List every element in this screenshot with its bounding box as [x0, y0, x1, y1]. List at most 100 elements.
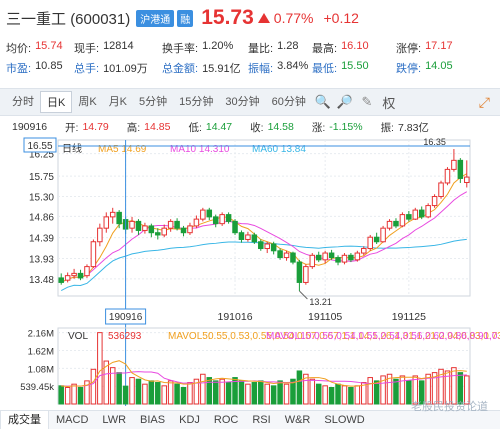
quote-row-2: 市盈: 10.85 总手: 101.09万 总金额: 15.91亿 振幅: 3.84% 最低: 1…: [0, 58, 500, 78]
quote-panel: 均价: 15.74 现手: 12814 换手率: 1.20% 量比: 1.28 最高: 16.10…: [0, 38, 500, 78]
quote-value: 1.20%: [202, 40, 234, 52]
candle-body: [444, 168, 451, 184]
volume-bar: [135, 378, 142, 405]
candle-body: [354, 252, 361, 261]
period-tab[interactable]: 月K: [108, 96, 128, 108]
indicator-tab[interactable]: ROC: [213, 413, 239, 426]
stock-name: 三一重工 (600031): [6, 10, 131, 28]
zoom-out-icon[interactable]: 🔎: [336, 94, 353, 109]
indicator-tab[interactable]: SLOWD: [324, 413, 365, 426]
candle-body: [155, 232, 161, 236]
quote-value: 14.05: [425, 60, 453, 72]
candle-body: [245, 234, 251, 240]
candle-body: [303, 266, 309, 283]
indicator-tab[interactable]: RSI: [252, 413, 271, 426]
volume-bar: [245, 383, 251, 405]
info-close: 14.58: [267, 121, 294, 133]
candle-body: [277, 250, 283, 259]
volume-bar: [277, 380, 283, 405]
quote-label: 市盈:: [6, 63, 32, 75]
candle-info: 190916 开: 14.79 高: 14.85 低: 14.47 收: 14.58 涨…: [0, 118, 500, 136]
kline-chart[interactable]: 16.2515.7515.3014.8614.3913.9313.4891919…: [0, 136, 500, 410]
rights-toggle[interactable]: 权: [382, 95, 396, 111]
fullscreen-icon[interactable]: ⤢: [478, 94, 490, 110]
volume-bar: [64, 386, 71, 405]
hgt-badge[interactable]: 沪港通: [136, 9, 175, 27]
candle-body: [451, 159, 457, 170]
period-tab[interactable]: 30分钟: [225, 96, 260, 108]
indicator-tab[interactable]: MACD: [56, 413, 89, 426]
candle-body: [425, 205, 431, 218]
quote-value: 101.09万: [103, 63, 148, 75]
candle-body: [464, 176, 470, 184]
volume-bar: [270, 385, 277, 405]
quote-label: 最低:: [312, 63, 338, 75]
price-tick-label: 14.86: [29, 212, 54, 223]
high-annotation: 16.35: [423, 137, 446, 147]
volume-bar: [296, 370, 303, 405]
info-high-label: 高:: [126, 121, 141, 134]
volume-bar: [84, 380, 90, 405]
indicator-tab[interactable]: 成交量: [0, 410, 49, 429]
candle-body: [58, 277, 64, 283]
candle-body: [238, 232, 245, 240]
candle-body: [251, 234, 258, 243]
indicator-tab[interactable]: KDJ: [179, 413, 200, 426]
candle-body: [341, 254, 348, 263]
info-low: 14.47: [205, 121, 233, 133]
crosshair-date-box: [105, 308, 147, 325]
indicator-tab[interactable]: BIAS: [140, 413, 166, 426]
period-tab[interactable]: 分时: [12, 96, 34, 108]
volume-bar: [206, 377, 213, 405]
info-amp: 7.83亿: [397, 121, 429, 134]
volume-panel-frame: [57, 327, 471, 405]
period-tab[interactable]: 日K: [40, 91, 73, 113]
candle-body: [258, 241, 264, 250]
quote-value: 15.74: [35, 40, 63, 52]
quote-label: 量比:: [248, 43, 274, 55]
volume-bar: [367, 377, 373, 405]
period-tab[interactable]: 15分钟: [179, 96, 214, 108]
volume-tick-label: 1.08M: [28, 364, 54, 375]
volume-bar: [71, 383, 77, 405]
candle-body: [193, 218, 200, 227]
mavol5-label: MAVOL5:: [168, 331, 211, 342]
mavol10-line: [61, 371, 467, 387]
volume-bar: [200, 373, 206, 405]
quote-value: 15.50: [341, 60, 369, 72]
candle-body: [200, 209, 206, 220]
indicator-tab[interactable]: W&R: [284, 413, 311, 426]
watermark: 老股民投资论道: [411, 401, 488, 413]
period-tab[interactable]: 周K: [78, 96, 97, 108]
period-tab[interactable]: 5分钟: [139, 96, 168, 108]
volume-bar: [58, 385, 64, 405]
legend-kline: 日线: [62, 142, 82, 155]
candle-body: [180, 227, 187, 234]
margin-badge[interactable]: 融: [177, 9, 194, 27]
crosshair-price: 16.55: [27, 141, 52, 152]
volume-bar: [341, 385, 348, 405]
price-tick-label: 14.39: [29, 234, 54, 245]
candle-body: [361, 248, 367, 254]
candle-body: [380, 227, 386, 243]
candle-body: [90, 241, 97, 268]
volume-bar: [155, 382, 161, 405]
draw-icon[interactable]: ✎: [361, 94, 373, 109]
candle-body: [77, 272, 84, 279]
mavol5-value: 0.55,0.53,0.55,0.54,0.57,0.67,1,1.14,1.2…: [208, 331, 500, 342]
indicator-tab[interactable]: LWR: [102, 413, 127, 426]
info-amp-label: 振:: [380, 121, 394, 134]
volume-bar: [464, 375, 470, 405]
quote-value: 15.91亿: [202, 63, 241, 75]
vol-value: 536293: [108, 331, 142, 342]
zoom-in-icon[interactable]: 🔍: [314, 94, 331, 109]
volume-bar: [406, 380, 412, 405]
candle-body: [97, 227, 103, 243]
candle-body: [167, 220, 174, 229]
period-tab[interactable]: 60分钟: [271, 96, 306, 108]
candle-body: [135, 220, 142, 231]
indicator-tabs: 成交量 MACD LWR BIAS KDJ ROC RSI W&R SLOWD: [0, 410, 500, 429]
legend-ma5: MA5 14.69: [98, 144, 147, 155]
quote-value: 3.84%: [277, 60, 309, 72]
candle-body: [393, 220, 399, 227]
